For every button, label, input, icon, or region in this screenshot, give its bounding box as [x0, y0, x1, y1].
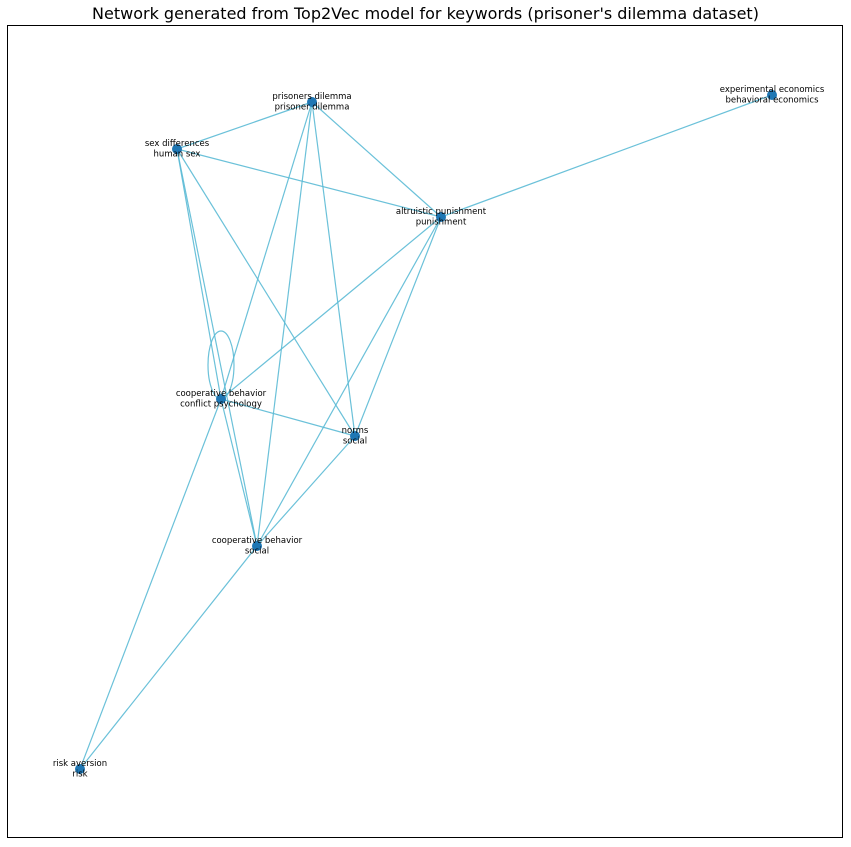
node-sd	[172, 144, 182, 154]
edge-sd-cb1	[176, 148, 222, 400]
node-ns	[350, 431, 360, 441]
node-pd	[307, 97, 317, 107]
node-ra	[75, 764, 85, 774]
node-label-cb1: cooperative behavior conflict psychology	[176, 389, 267, 410]
node-label-line: human sex	[154, 150, 201, 160]
node-label-line: norms	[342, 426, 369, 436]
node-label-line: social	[343, 437, 367, 447]
edge-pd-ns	[311, 101, 356, 437]
node-label-pd: prisoners dilemma prisoner dilemma	[272, 92, 351, 113]
node-label-ap: altruistic punishment punishment	[396, 207, 487, 228]
chart-title: Network generated from Top2Vec model for…	[92, 4, 759, 23]
node-label-line: sex differences	[145, 139, 210, 149]
node-label-line: conflict psychology	[180, 400, 262, 410]
labels-layer: prisoners dilemma prisoner dilemma experim…	[53, 85, 825, 780]
edge-ns-cb2	[256, 435, 356, 547]
edge-ap-ns	[354, 216, 442, 437]
node-label-cb2: cooperative behavior social	[212, 536, 303, 557]
node-label-line: prisoner dilemma	[275, 103, 350, 113]
node-label-sd: sex differences human sex	[145, 139, 210, 160]
edge-sd-ap	[176, 148, 442, 218]
node-label-line: risk aversion	[53, 759, 107, 769]
node-label-line: prisoners dilemma	[272, 92, 351, 102]
edge-pd-sd	[176, 101, 313, 150]
node-label-line: punishment	[416, 218, 467, 228]
node-label-line: behavioral economics	[725, 96, 819, 106]
node-label-line: cooperative behavior	[212, 536, 303, 546]
node-label-line: altruistic punishment	[396, 207, 487, 217]
edge-ap-cb2	[256, 216, 442, 547]
node-label-line: experimental economics	[720, 85, 825, 95]
edge-cb1-cb2	[220, 398, 258, 547]
plot-frame	[7, 25, 843, 838]
node-ap	[436, 212, 446, 222]
node-label-ee: experimental economics behavioral economi…	[720, 85, 825, 106]
node-ee	[767, 90, 777, 100]
edge-ap-cb1	[220, 216, 442, 400]
edge-cb2-ra	[79, 545, 258, 770]
node-cb1	[216, 394, 226, 404]
node-label-line: risk	[72, 770, 87, 780]
edge-pd-cb1	[220, 101, 313, 400]
node-label-line: social	[245, 547, 269, 557]
node-label-ra: risk aversion risk	[53, 759, 107, 780]
nodes-layer	[75, 90, 777, 774]
edge-ee-ap	[440, 94, 773, 218]
node-label-ns: norms social	[342, 426, 369, 447]
edge-pd-cb2	[256, 101, 313, 547]
edge-cb1-ns	[220, 398, 356, 437]
edge-sd-ns	[176, 148, 356, 437]
edge-sd-cb2	[176, 148, 258, 547]
edge-pd-ap	[311, 101, 442, 218]
node-label-line: cooperative behavior	[176, 389, 267, 399]
edges-layer	[79, 94, 773, 770]
edge-cb1-ra	[79, 398, 222, 770]
node-cb2	[252, 541, 262, 551]
